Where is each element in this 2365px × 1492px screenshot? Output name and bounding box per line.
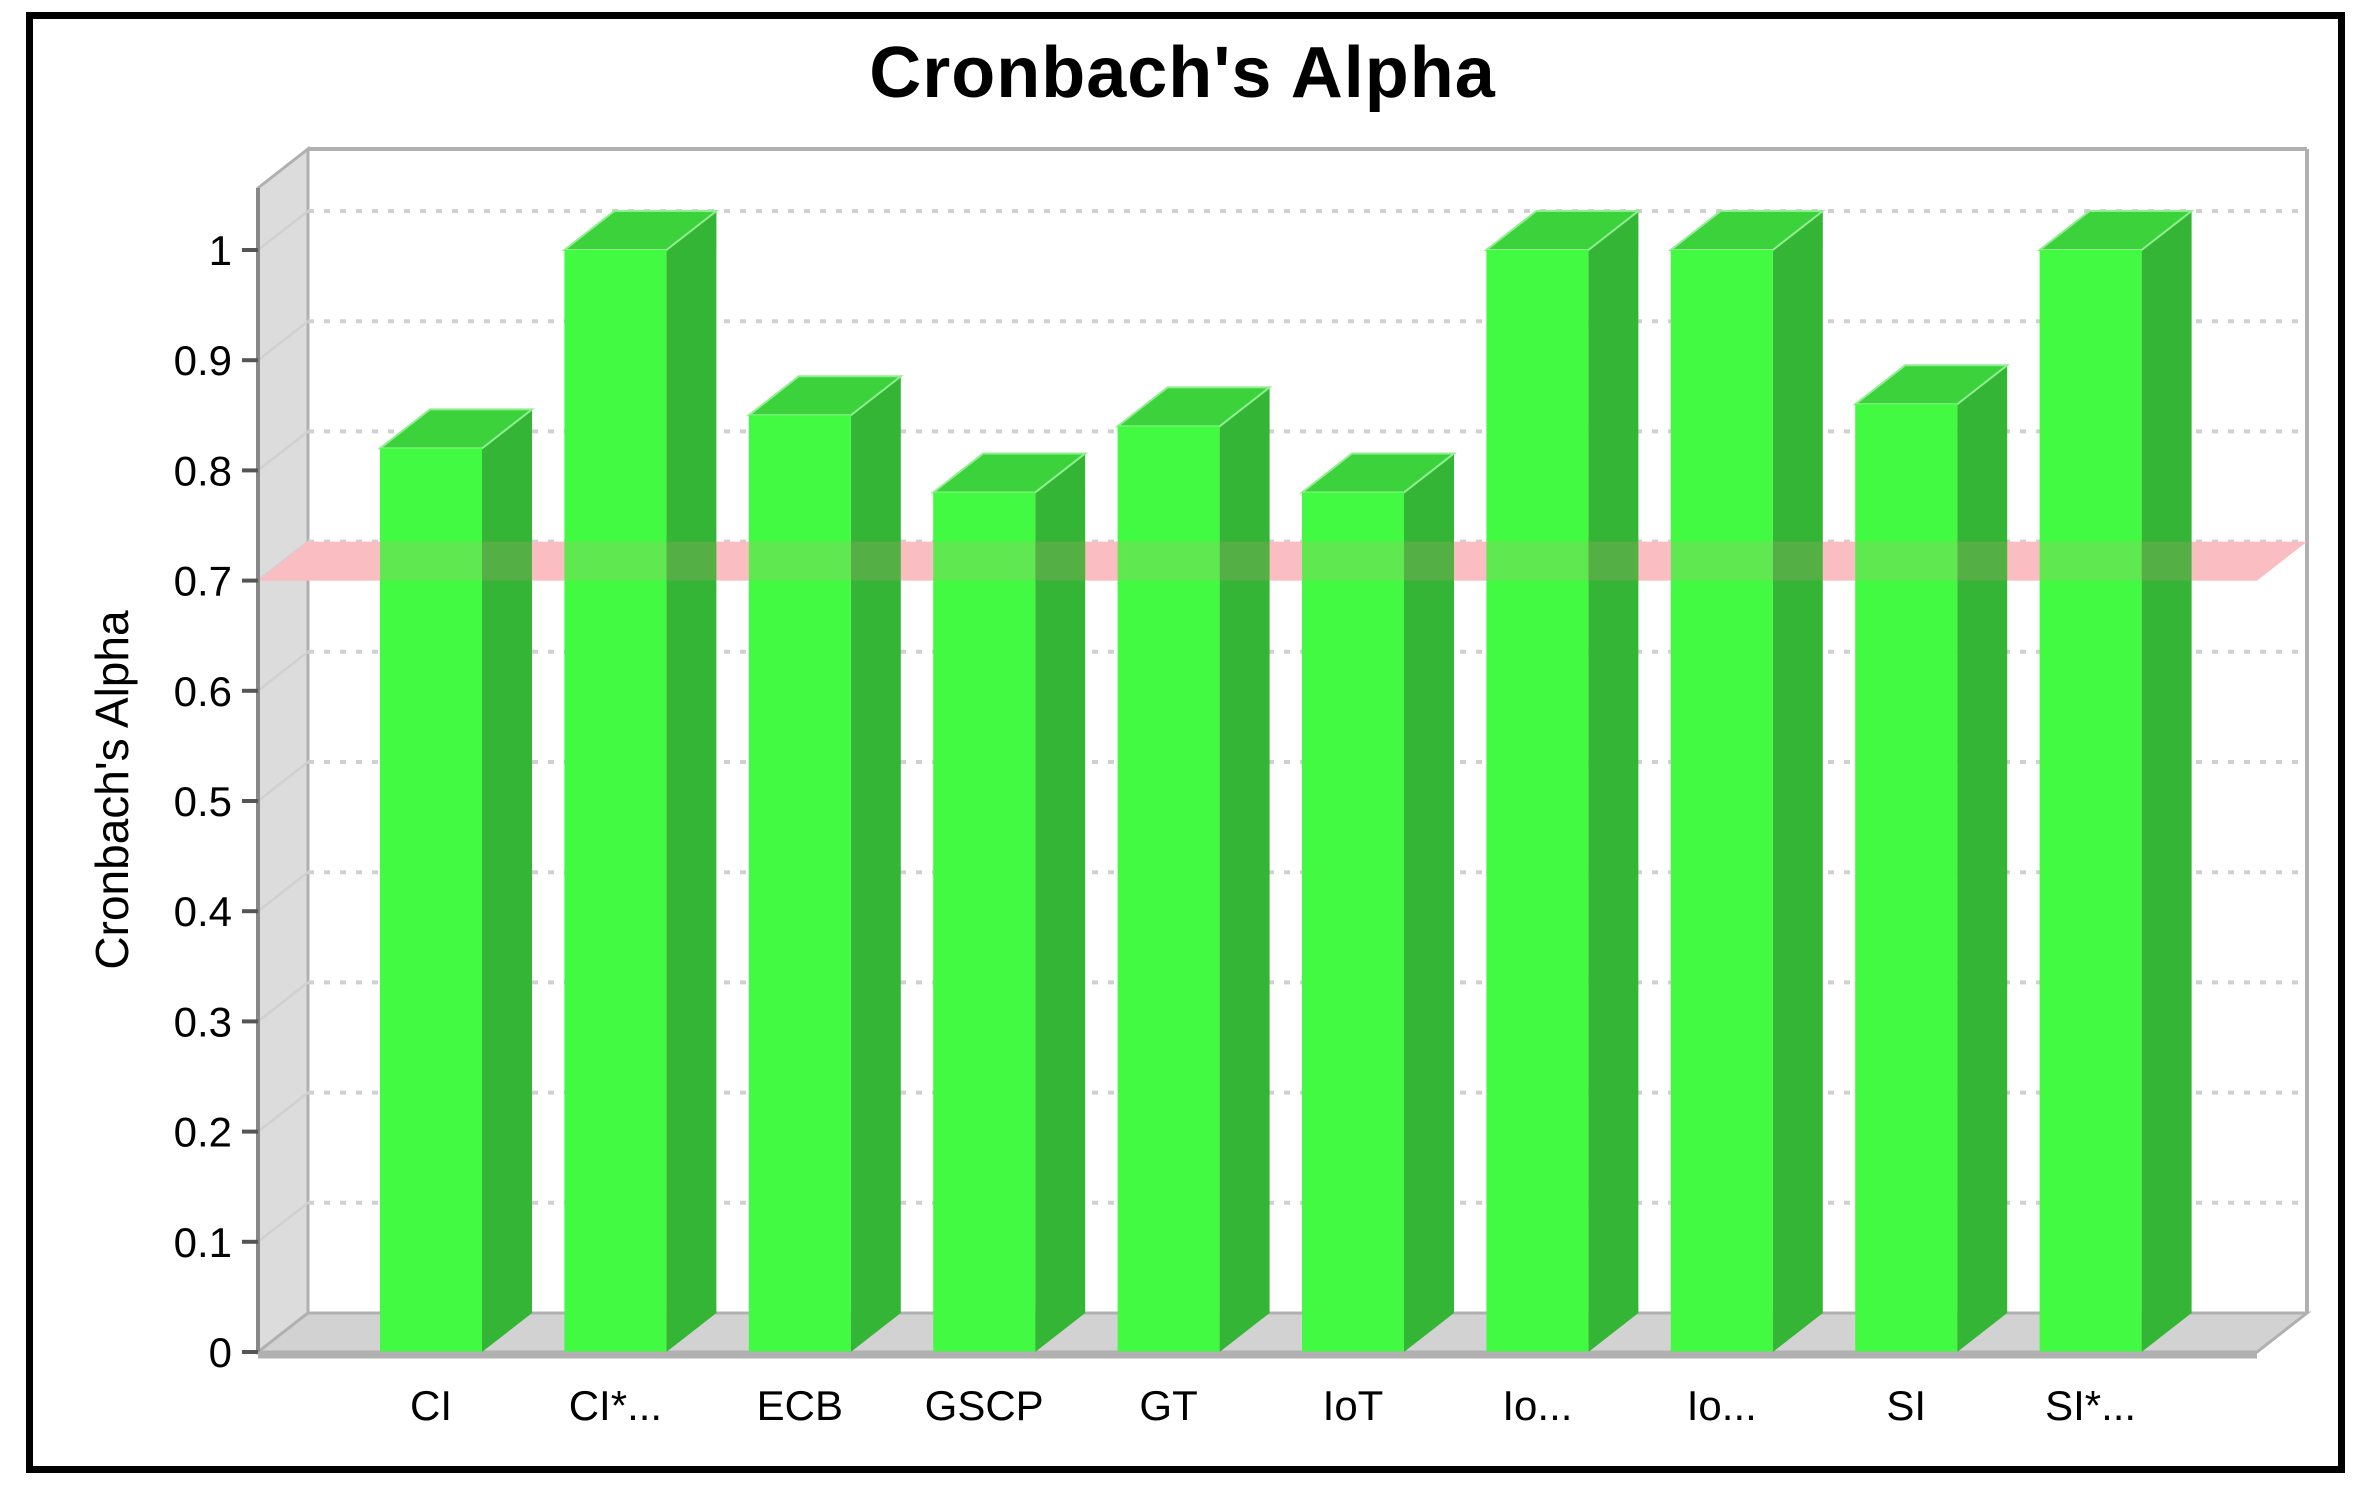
bar-Io... [1483, 210, 1642, 1352]
x-category-label: GT [1139, 1382, 1197, 1429]
x-category-label: CI [410, 1382, 452, 1429]
y-tick-label: 0.8 [174, 447, 232, 494]
threshold-band-overlay [258, 541, 2307, 581]
y-tick-label: 0.7 [174, 558, 232, 605]
y-tick-label: 0.6 [174, 668, 232, 715]
wall-gridline-mark [257, 650, 309, 692]
x-category-label: SI [1886, 1382, 1926, 1429]
x-category-label: SI*... [2045, 1382, 2136, 1429]
x-category-label: IoT [1323, 1382, 1384, 1429]
x-category-label: CI*... [569, 1382, 662, 1429]
bar-IoT [1299, 452, 1457, 1352]
bar-face [666, 211, 717, 1352]
bar-Io... [1667, 210, 1826, 1352]
bar-GT [1114, 386, 1273, 1352]
wall-gridline-mark [257, 1091, 309, 1133]
wall-gridline-mark [257, 430, 309, 472]
bar-face [1957, 365, 2008, 1352]
y-tick-label: 0.1 [174, 1219, 232, 1266]
bar-ECB [745, 375, 904, 1352]
bar-GSCP [930, 452, 1089, 1352]
bar-face [1219, 387, 1270, 1352]
wall-gridline-mark [257, 981, 309, 1023]
y-tick-label: 0.2 [174, 1109, 232, 1156]
bar-face [1670, 250, 1773, 1352]
x-category-label: ECB [757, 1382, 843, 1429]
bar-SI [1852, 364, 2011, 1352]
x-category-label: GSCP [925, 1382, 1044, 1429]
bar-face [564, 250, 667, 1352]
bar-face [482, 409, 532, 1352]
bar-face [2141, 211, 2192, 1352]
bar-face [1588, 211, 1639, 1352]
x-category-label: Io... [1502, 1382, 1572, 1429]
chart-title: Cronbach's Alpha [869, 33, 1496, 113]
bar-face [748, 415, 851, 1352]
wall-gridline-mark [257, 210, 309, 251]
y-tick-label: 0.9 [174, 337, 232, 384]
bar-face [380, 448, 482, 1352]
bar-face [1117, 426, 1220, 1352]
bar-CI [377, 408, 535, 1352]
bar-face [1855, 404, 1958, 1352]
bar-face [1486, 250, 1589, 1352]
wall-gridline-mark [257, 871, 309, 913]
bar-face [933, 492, 1036, 1352]
y-tick-label: 1 [209, 227, 232, 274]
wall-gridline-mark [257, 1201, 309, 1243]
bar-face [1302, 492, 1404, 1352]
bar-face [1035, 453, 1086, 1352]
bar-face [2039, 250, 2142, 1352]
wall-gridline-mark [257, 320, 309, 362]
left-wall [256, 145, 310, 1356]
bar-face [1772, 211, 1823, 1352]
x-category-label: Io... [1687, 1382, 1757, 1429]
wall-gridline-mark [257, 761, 309, 802]
y-tick-label: 0.3 [174, 998, 232, 1045]
y-tick-label: 0.4 [174, 888, 232, 935]
bar-SI*... [2036, 210, 2195, 1352]
bar-face [850, 376, 901, 1352]
bar-face [1404, 453, 1454, 1352]
bar-CI*... [561, 210, 720, 1352]
y-tick-label: 0 [209, 1329, 232, 1376]
y-tick-label: 0.5 [174, 778, 232, 825]
